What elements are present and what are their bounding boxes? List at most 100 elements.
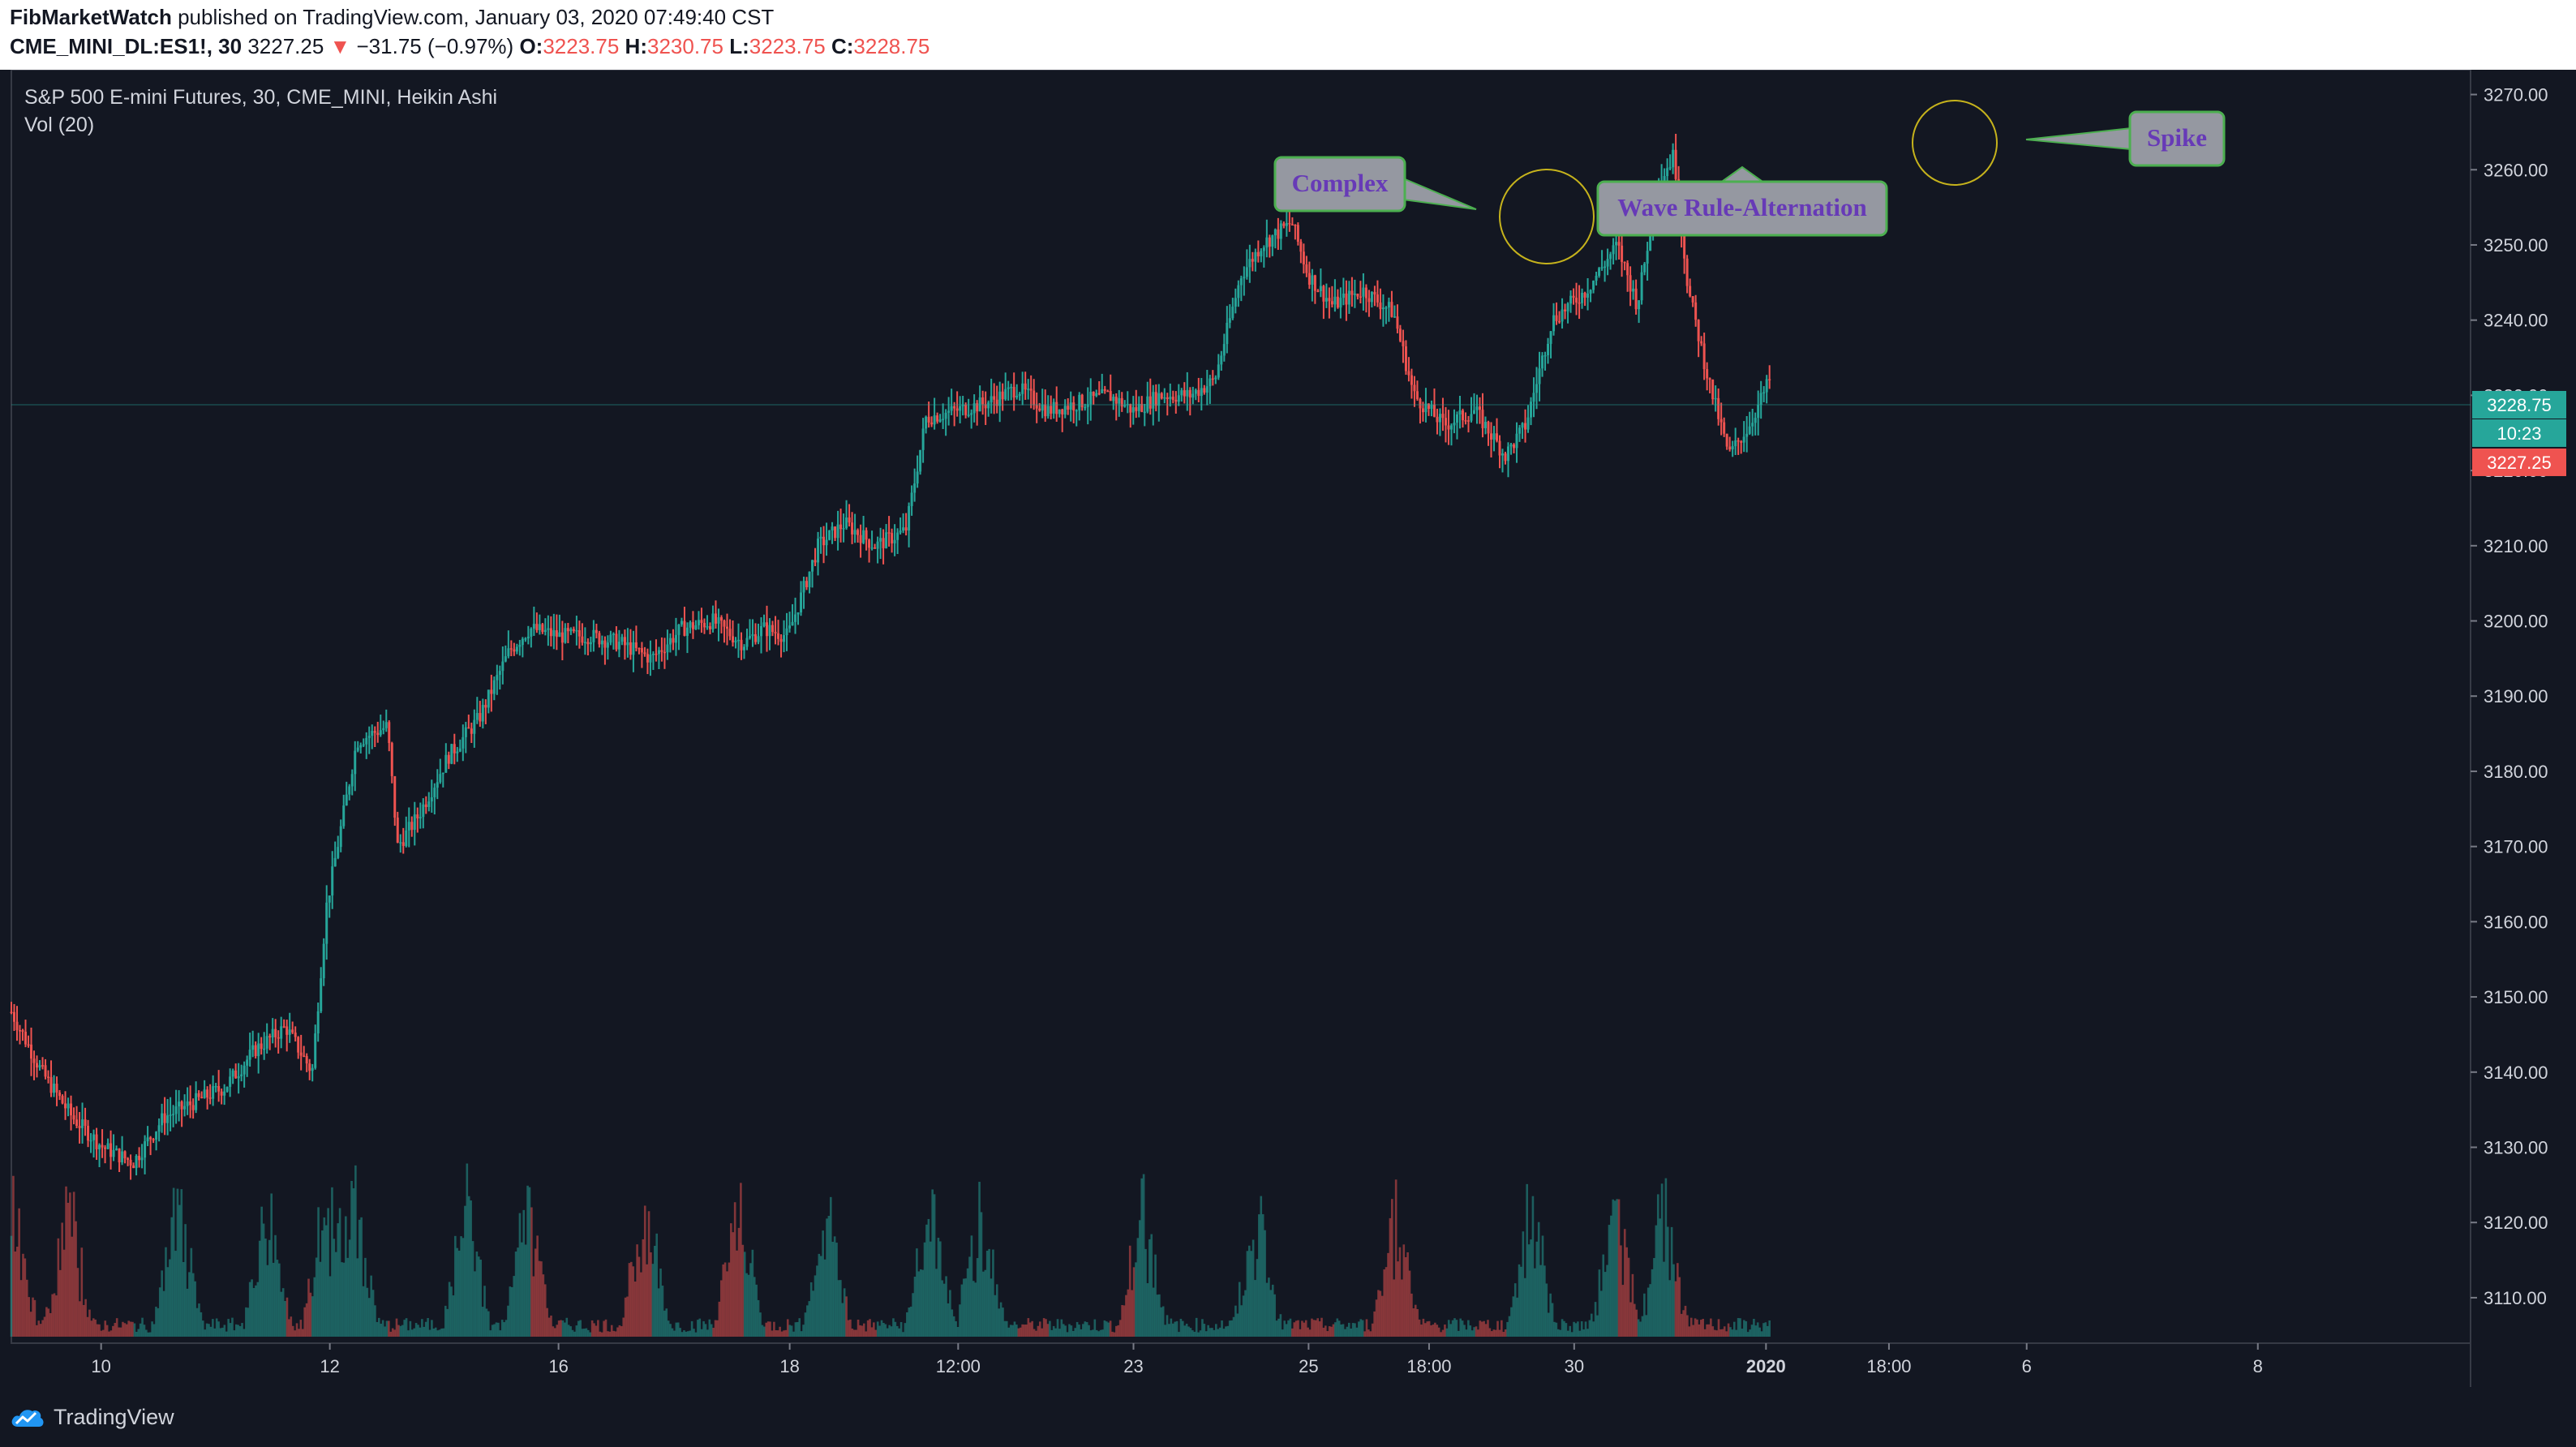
volume-bar [1125, 1295, 1127, 1337]
volume-bar [990, 1278, 993, 1337]
annotation-wave-rule[interactable]: Wave Rule-Alternation [1596, 165, 1888, 237]
candle-body [555, 630, 558, 638]
volume-bar [898, 1328, 900, 1337]
candle-body [129, 1159, 132, 1166]
volume-bar [86, 1316, 89, 1337]
volume-bar [109, 1330, 113, 1337]
volume-bar [779, 1326, 781, 1337]
volume-bar [995, 1284, 998, 1337]
volume-bar [638, 1256, 641, 1337]
volume-bar [1303, 1322, 1306, 1337]
candle-body [325, 902, 328, 944]
candle-body [1444, 418, 1447, 426]
high-value: 3230.75 [646, 34, 723, 58]
candle-body [166, 1115, 170, 1123]
volume-bar [1537, 1222, 1540, 1337]
candle-body [1487, 422, 1490, 434]
volume-bar [448, 1282, 451, 1337]
volume-bar [1689, 1317, 1693, 1337]
volume-bar [1354, 1323, 1356, 1337]
candle-body [731, 636, 734, 643]
candle-body [1359, 296, 1362, 298]
volume-bar [616, 1327, 619, 1337]
candle-body [1055, 401, 1058, 414]
candle-body [509, 648, 513, 650]
candle-body [1569, 295, 1573, 304]
volume-bar [1498, 1329, 1501, 1337]
candle-body [1549, 331, 1552, 344]
volume-bar [884, 1324, 887, 1337]
volume-bar [184, 1224, 187, 1337]
volume-bar [481, 1307, 484, 1337]
candle-body [629, 642, 632, 655]
close-value: 3228.75 [853, 34, 930, 58]
volume-bar [127, 1320, 130, 1337]
candle-body [708, 626, 711, 629]
candle-body [1595, 275, 1598, 281]
candle-body [1535, 384, 1539, 393]
volume-bar [388, 1320, 390, 1337]
volume-bar [1758, 1327, 1761, 1337]
candle-body [271, 1028, 274, 1037]
x-tick-label: 18 [779, 1356, 799, 1376]
volume-bar [1613, 1200, 1616, 1337]
candle-body [893, 539, 896, 543]
volume-bar [876, 1321, 879, 1337]
candle-body [1430, 404, 1433, 410]
volume-bar [732, 1232, 735, 1337]
candle-body [1509, 444, 1513, 447]
volume-bar [622, 1317, 625, 1337]
candle-body [1447, 425, 1450, 430]
volume-bar [471, 1241, 474, 1337]
volume-bar [581, 1329, 584, 1337]
volume-bar [1066, 1332, 1069, 1337]
volume-bar [205, 1323, 208, 1337]
volume-bar [1428, 1320, 1431, 1337]
annotation-spike[interactable]: Spike [2025, 110, 2226, 167]
annotation-complex[interactable]: Complex [1273, 156, 1477, 213]
volume-bar [1328, 1326, 1331, 1337]
candle-body [362, 744, 365, 746]
volume-bar [593, 1323, 595, 1337]
volume-bar [356, 1258, 359, 1337]
volume-bar [176, 1188, 179, 1337]
candle-body [771, 625, 775, 633]
volume-bar [573, 1331, 576, 1337]
time-axis[interactable]: 10 12 16 18 12:00 23 25 18:00 30 2020 18:00 6 8 [91, 1343, 2263, 1376]
volume-bar [1404, 1257, 1407, 1337]
volume-bar [904, 1323, 907, 1337]
author-name[interactable]: FibMarketWatch [10, 5, 172, 29]
volume-bar [1294, 1320, 1298, 1337]
volume-bar [985, 1250, 989, 1337]
volume-bar [487, 1311, 490, 1337]
chart-area[interactable]: 3110.003120.003130.003140.003150.003160.… [0, 70, 2576, 1387]
volume-bar [1017, 1328, 1020, 1337]
candle-body [1228, 318, 1231, 323]
candle-body [595, 629, 598, 633]
high-label: H: [625, 34, 647, 58]
low-value: 3223.75 [749, 34, 826, 58]
volume-bar [1383, 1269, 1385, 1337]
volume-bar [135, 1331, 138, 1337]
volume-bar [1334, 1322, 1337, 1337]
tradingview-logo[interactable]: TradingView [10, 1405, 174, 1430]
candle-body [407, 822, 410, 831]
volume-bar [281, 1288, 285, 1337]
candle-body [1524, 423, 1527, 430]
candle-body [936, 415, 939, 422]
volume-bar [955, 1320, 957, 1337]
candle-body [118, 1149, 121, 1163]
volume-bar [477, 1256, 480, 1337]
candle-body [1572, 295, 1575, 298]
volume-bar [423, 1326, 426, 1337]
candle-body [405, 830, 408, 846]
volume-bar [1064, 1325, 1067, 1337]
volume-bar [440, 1328, 443, 1337]
volume-bar [504, 1320, 508, 1337]
volume-bar [630, 1261, 633, 1337]
volume-bar [1686, 1315, 1689, 1337]
candle-body [677, 624, 680, 635]
candle-body [1226, 322, 1229, 345]
volume-bar [1480, 1321, 1483, 1337]
volume-bar [1625, 1247, 1628, 1337]
